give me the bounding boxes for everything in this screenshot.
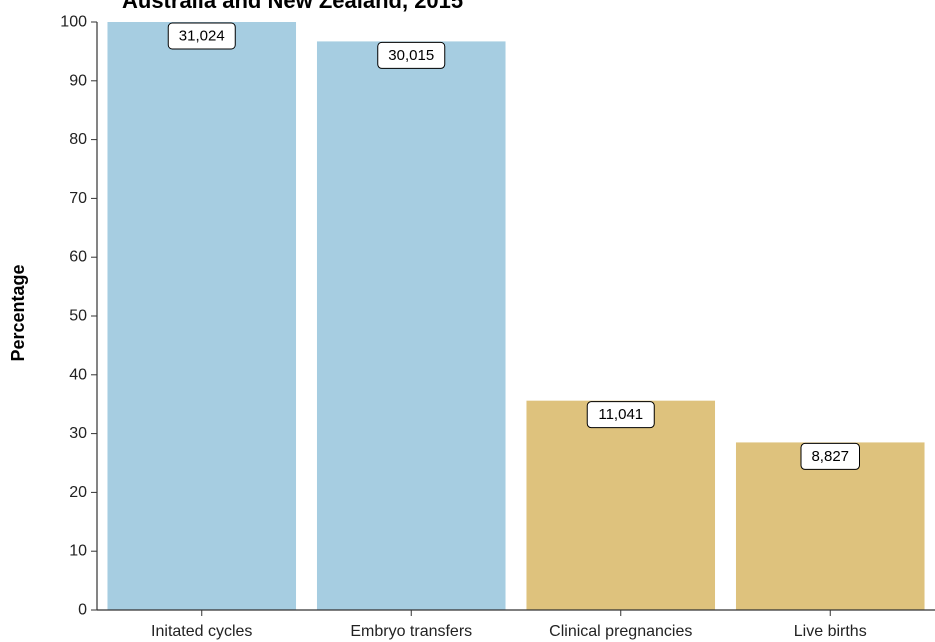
- x-tick-label: Embryo transfers: [350, 623, 472, 640]
- y-axis-label: Percentage: [8, 264, 28, 361]
- x-axis: Initated cycles Embryo transfers Clinical …: [97, 609, 935, 640]
- y-tick-label: 50: [69, 308, 87, 325]
- data-label-box: [586, 401, 655, 429]
- y-tick-label: 80: [69, 131, 87, 148]
- data-label: 11,041: [586, 401, 655, 429]
- x-tick-label: Clinical pregnancies: [549, 623, 692, 640]
- x-tick-label: Initated cycles: [151, 623, 252, 640]
- bar-1: [316, 41, 506, 611]
- y-tick-label: 40: [69, 366, 87, 383]
- data-label: 31,024: [167, 22, 236, 50]
- y-axis: 0 10 20 30 40 50 60 70 80 90 100: [60, 14, 98, 619]
- data-label-box: [800, 442, 860, 470]
- data-label-text: 11,041: [598, 406, 643, 423]
- data-label-text: 8,827: [811, 448, 849, 465]
- y-tick-label: 10: [69, 543, 87, 560]
- y-tick-label: 90: [69, 72, 87, 89]
- bar-3: [735, 442, 925, 610]
- bar-0: [107, 22, 297, 610]
- data-label: 30,015: [377, 41, 446, 69]
- data-label-text: 30,015: [388, 47, 434, 64]
- bars-group: [107, 22, 925, 611]
- y-tick-label: 70: [69, 190, 87, 207]
- y-tick-label: 0: [78, 602, 87, 619]
- y-tick-label: 100: [60, 14, 87, 31]
- y-tick-label: 30: [69, 425, 87, 442]
- chart-title: Australia and New Zealand, 2015: [122, 0, 463, 13]
- y-tick-label: 20: [69, 484, 87, 501]
- data-label-box: [377, 41, 446, 69]
- data-label-text: 31,024: [179, 28, 225, 45]
- y-tick-label: 60: [69, 249, 87, 266]
- data-label: 8,827: [800, 442, 860, 470]
- x-tick-label: Live births: [794, 623, 867, 640]
- data-label-box: [167, 22, 236, 50]
- data-labels-group: 31,024 30,015 11,041 8,827: [167, 22, 860, 470]
- bar-2: [526, 400, 716, 610]
